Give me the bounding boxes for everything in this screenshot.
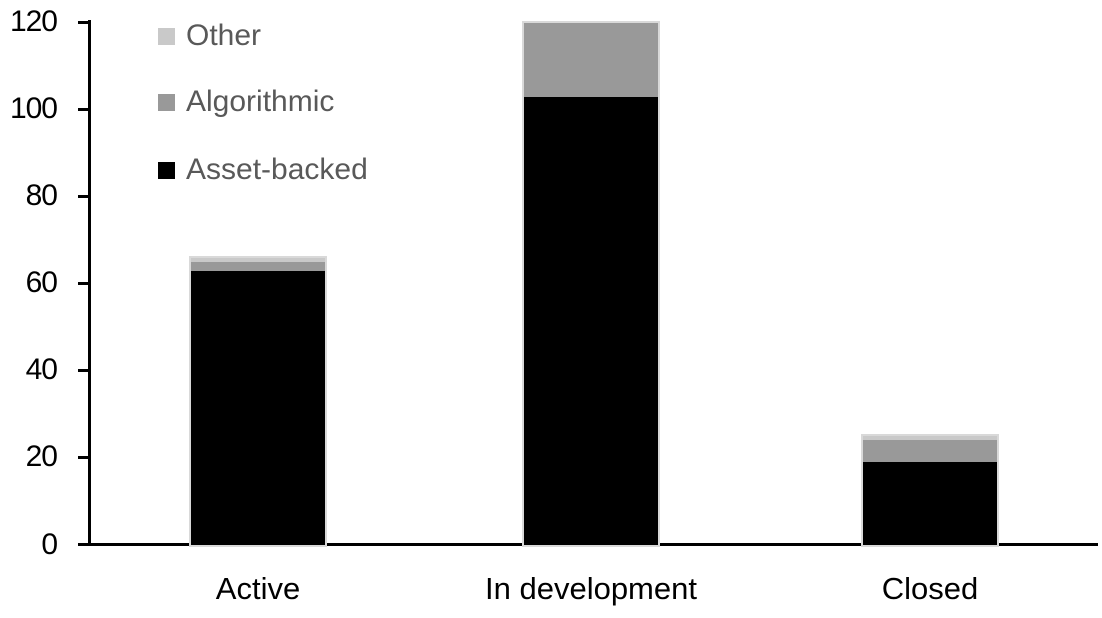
legend-swatch-icon <box>158 27 175 45</box>
y-axis-tick-mark <box>78 281 91 285</box>
legend-item-algorithmic: Algorithmic <box>158 85 334 118</box>
y-axis-tick-mark <box>78 368 91 372</box>
legend-label: Algorithmic <box>186 85 335 118</box>
bar-in-development <box>522 20 660 547</box>
y-axis-tick-label: 60 <box>25 266 58 300</box>
legend-item-other: Other <box>158 19 261 52</box>
x-axis-label-closed: Closed <box>881 571 979 606</box>
legend-swatch-icon <box>158 161 175 179</box>
x-axis-label-in-development: In development <box>485 571 697 606</box>
y-axis-tick-mark <box>78 543 91 546</box>
y-axis-tick-label: 0 <box>41 527 58 561</box>
bar-segment-other <box>191 257 325 262</box>
y-axis-tick-label: 80 <box>25 179 58 213</box>
legend-swatch-icon <box>158 93 175 111</box>
bar-segment-asset-backed <box>191 270 325 545</box>
x-axis-label-active: Active <box>215 571 301 606</box>
y-axis-tick-label: 120 <box>9 5 58 38</box>
y-axis-tick-mark <box>78 107 91 111</box>
y-axis-tick-mark <box>78 455 91 459</box>
y-axis-tick-mark <box>78 194 91 198</box>
bar-segment-algorithmic <box>524 22 658 97</box>
legend-label: Other <box>186 19 262 52</box>
y-axis-tick-label: 20 <box>25 440 58 474</box>
legend-label: Asset-backed <box>186 153 368 186</box>
bar-closed <box>861 434 999 547</box>
y-axis-tick-label: 100 <box>9 92 58 126</box>
bar-segment-asset-backed <box>524 96 658 545</box>
bar-segment-other <box>863 436 997 441</box>
y-axis-tick-mark <box>78 20 91 24</box>
bar-active <box>189 255 327 548</box>
y-axis-tick-label: 40 <box>25 353 58 387</box>
bar-segment-algorithmic <box>863 440 997 463</box>
legend-item-asset-backed: Asset-backed <box>158 153 368 186</box>
bar-segment-asset-backed <box>863 462 997 545</box>
bar-segment-algorithmic <box>191 261 325 271</box>
